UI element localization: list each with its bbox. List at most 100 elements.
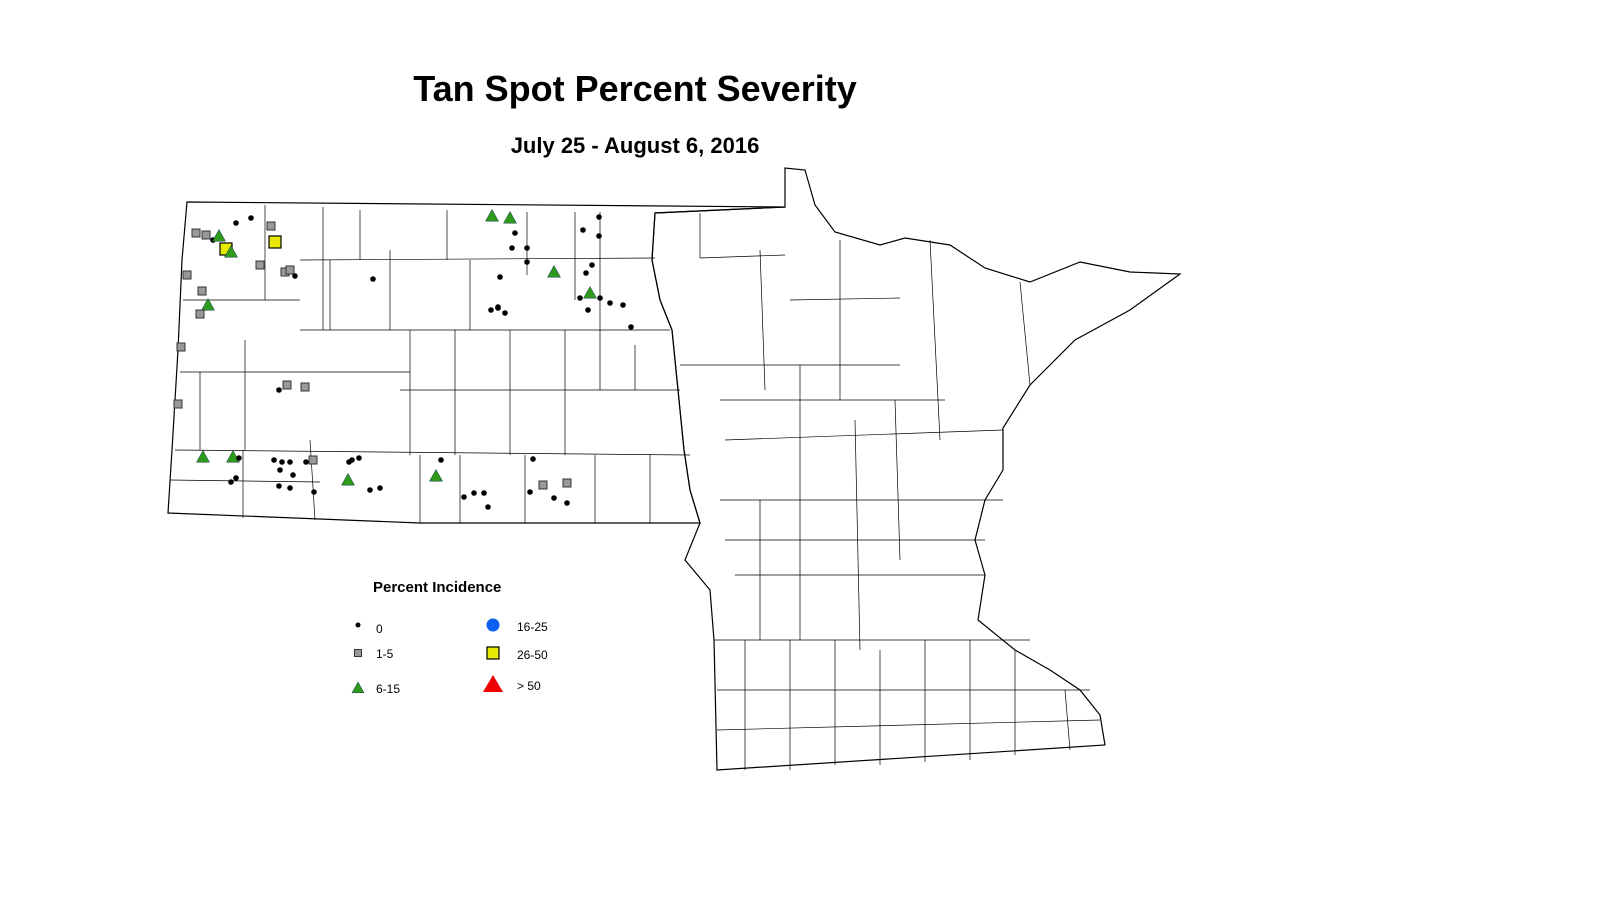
marker-dot [370,276,376,282]
marker-square [285,265,295,275]
marker-triangle [196,449,210,463]
marker-dot [290,472,296,478]
map-subtitle: July 25 - August 6, 2016 [510,133,760,158]
marker-dot [303,459,309,465]
county-boundary [1019,281,1031,386]
marker-square [266,221,276,231]
legend-label-1-5: 1-5 [376,647,394,661]
marker-dot [488,307,494,313]
marker-dot [596,214,602,220]
marker-dot [495,305,501,311]
marker-square [182,270,192,280]
marker-dot [596,233,602,239]
marker-dot [277,467,283,473]
marker-dot [276,483,282,489]
marker-triangle [583,285,597,299]
map-title: Tan Spot Percent Severity [413,68,857,109]
marker-triangle [224,244,238,258]
county-boundary [854,419,861,651]
marker-dot [524,259,530,265]
marker-dot [551,495,557,501]
marker-dot [524,245,530,251]
marker-dot [292,273,298,279]
legend-symbol-dot [355,622,361,628]
legend-symbol-circle [486,618,500,632]
marker-dot [461,494,467,500]
county-boundary [309,439,316,521]
marker-triangle [226,449,240,463]
county-boundary [789,297,901,301]
marker-dot [367,487,373,493]
legend-label-over-50: > 50 [517,679,541,693]
marker-square [300,382,310,392]
county-boundary [169,479,321,483]
marker-triangle [212,228,226,242]
marker-triangle [201,297,215,311]
county-boundary [716,719,1101,731]
marker-dot [607,300,613,306]
county-boundary [724,429,1004,441]
marker-dot [271,457,277,463]
marker-dot [233,475,239,481]
county-boundary [174,449,691,456]
marker-square [197,286,207,296]
legend-label-16-25: 16-25 [517,620,548,634]
county-boundary [759,249,766,391]
marker-triangle [547,264,561,278]
marker-square [308,455,318,465]
marker-square [173,399,183,409]
marker-dot [276,387,282,393]
marker-triangle [341,472,355,486]
marker-dot [580,227,586,233]
marker-dot [509,245,515,251]
marker-dot [287,459,293,465]
legend-symbol-triangle [351,681,365,694]
marker-triangle [503,210,517,224]
marker-square [191,228,201,238]
marker-dot [356,455,362,461]
marker-dot [527,489,533,495]
marker-dot [311,489,317,495]
marker-square [562,478,572,488]
legend-symbol-square [486,646,500,660]
marker-dot [485,504,491,510]
legend-symbol-square [354,649,362,657]
marker-triangle [429,468,443,482]
county-boundary [1064,689,1071,751]
marker-square [255,260,265,270]
legend-symbols [351,618,503,694]
north-dakota-outline [167,201,786,524]
marker-dot [471,490,477,496]
state-outlines [167,167,1182,771]
marker-dot [589,262,595,268]
minnesota-outline [651,167,1182,771]
marker-dot [628,324,634,330]
marker-dot [287,485,293,491]
marker-dot [248,215,254,221]
marker-dot [502,310,508,316]
marker-dot [585,307,591,313]
marker-dot [349,457,355,463]
marker-dot [233,220,239,226]
legend-label-6-15: 6-15 [376,682,401,696]
marker-triangle [485,208,499,222]
marker-square [282,380,292,390]
marker-dot [620,302,626,308]
marker-square [195,309,205,319]
county-boundary [699,254,786,259]
legend-label-0: 0 [376,622,383,636]
legend-title: Percent Incidence [373,579,502,596]
county-boundary [299,257,656,261]
observation-markers [173,208,634,510]
county-lines [169,205,1101,770]
marker-square [176,342,186,352]
marker-dot [438,457,444,463]
marker-dot [583,270,589,276]
marker-dot [279,459,285,465]
marker-dot [597,295,603,301]
marker-square [201,230,211,240]
marker-square [538,480,548,490]
legend-label-26-50: 26-50 [517,648,548,662]
marker-dot [497,274,503,280]
